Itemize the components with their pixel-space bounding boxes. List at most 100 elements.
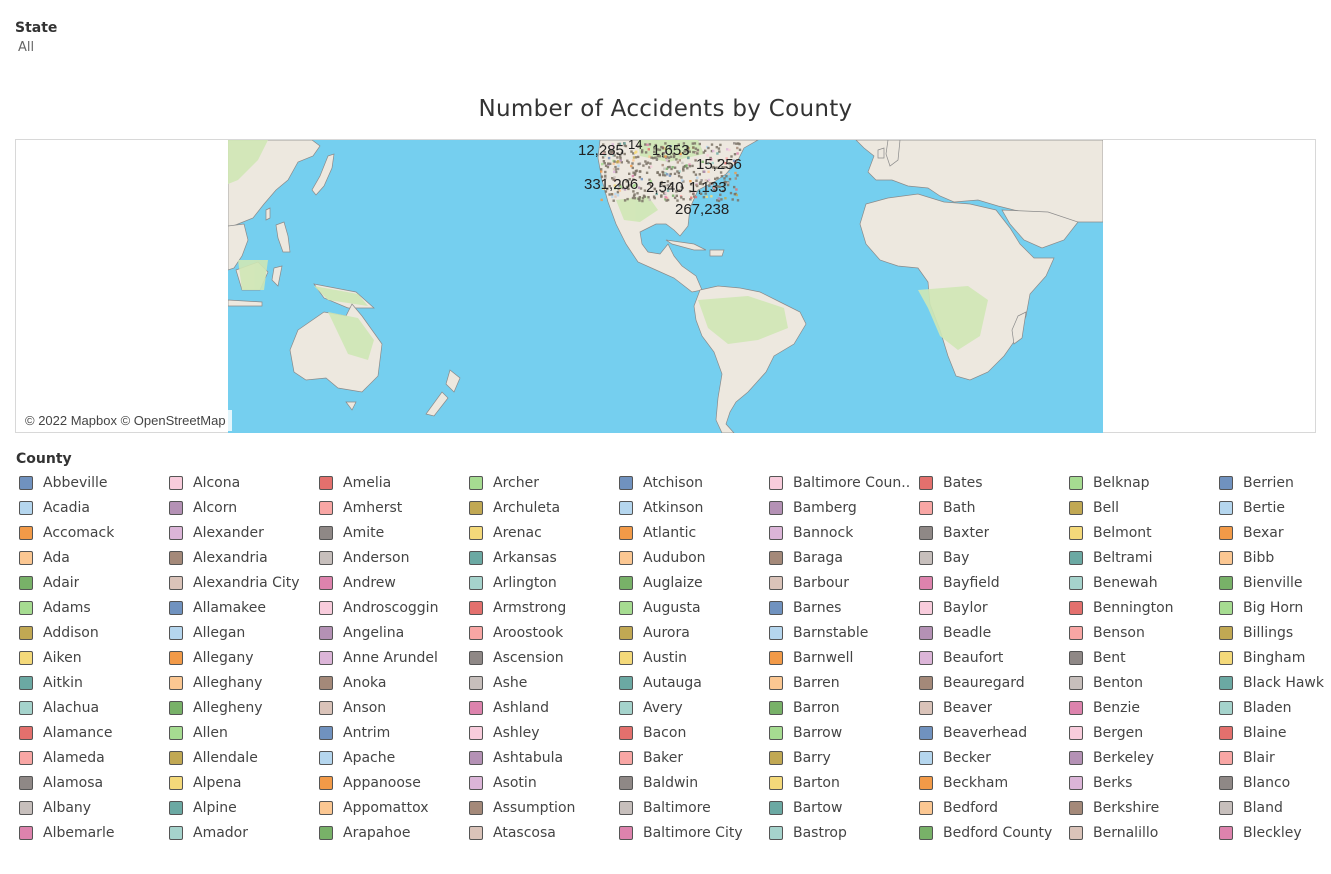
legend-item[interactable]: Adair <box>15 570 165 595</box>
legend-item[interactable]: Augusta <box>615 595 765 620</box>
legend-item[interactable]: Appanoose <box>315 770 465 795</box>
legend-item[interactable]: Beaverhead <box>915 720 1065 745</box>
legend-item[interactable]: Bienville <box>1215 570 1331 595</box>
legend-item[interactable]: Bennington <box>1065 595 1215 620</box>
legend-item[interactable]: Bacon <box>615 720 765 745</box>
legend-item[interactable]: Anoka <box>315 670 465 695</box>
legend-item[interactable]: Antrim <box>315 720 465 745</box>
legend-item[interactable]: Atlantic <box>615 520 765 545</box>
legend-item[interactable]: Amherst <box>315 495 465 520</box>
legend-item[interactable]: Alcorn <box>165 495 315 520</box>
state-filter-value[interactable]: All <box>18 40 35 55</box>
legend-item[interactable]: Alameda <box>15 745 165 770</box>
legend-item[interactable]: Beadle <box>915 620 1065 645</box>
legend-item[interactable]: Alcona <box>165 470 315 495</box>
legend-item[interactable]: Armstrong <box>465 595 615 620</box>
legend-item[interactable]: Allen <box>165 720 315 745</box>
legend-item[interactable]: Barry <box>765 745 915 770</box>
legend-item[interactable]: Accomack <box>15 520 165 545</box>
legend-item[interactable]: Ashtabula <box>465 745 615 770</box>
legend-item[interactable]: Beckham <box>915 770 1065 795</box>
legend-item[interactable]: Bedford <box>915 795 1065 820</box>
legend-item[interactable]: Bleckley <box>1215 820 1331 845</box>
legend-item[interactable]: Allegan <box>165 620 315 645</box>
legend-item[interactable]: Barnes <box>765 595 915 620</box>
legend-item[interactable]: Bath <box>915 495 1065 520</box>
legend-item[interactable]: Archuleta <box>465 495 615 520</box>
legend-item[interactable]: Allamakee <box>165 595 315 620</box>
legend-item[interactable]: Barren <box>765 670 915 695</box>
legend-item[interactable]: Arlington <box>465 570 615 595</box>
legend-item[interactable]: Aiken <box>15 645 165 670</box>
legend-item[interactable]: Alamance <box>15 720 165 745</box>
legend-item[interactable]: Amite <box>315 520 465 545</box>
legend-item[interactable]: Acadia <box>15 495 165 520</box>
legend-item[interactable]: Bell <box>1065 495 1215 520</box>
legend-item[interactable]: Appomattox <box>315 795 465 820</box>
legend-item[interactable]: Avery <box>615 695 765 720</box>
legend-item[interactable]: Audubon <box>615 545 765 570</box>
legend-item[interactable]: Benewah <box>1065 570 1215 595</box>
legend-item[interactable]: Baraga <box>765 545 915 570</box>
legend-item[interactable]: Auglaize <box>615 570 765 595</box>
legend-item[interactable]: Belknap <box>1065 470 1215 495</box>
legend-item[interactable]: Blaine <box>1215 720 1331 745</box>
legend-item[interactable]: Atchison <box>615 470 765 495</box>
legend-item[interactable]: Amador <box>165 820 315 845</box>
legend-item[interactable]: Allegany <box>165 645 315 670</box>
legend-item[interactable]: Alpena <box>165 770 315 795</box>
legend-item[interactable]: Arkansas <box>465 545 615 570</box>
legend-item[interactable]: Barron <box>765 695 915 720</box>
legend-item[interactable]: Bexar <box>1215 520 1331 545</box>
legend-item[interactable]: Beltrami <box>1065 545 1215 570</box>
legend-item[interactable]: Ada <box>15 545 165 570</box>
legend-item[interactable]: Bladen <box>1215 695 1331 720</box>
legend-item[interactable]: Beaufort <box>915 645 1065 670</box>
legend-item[interactable]: Bayfield <box>915 570 1065 595</box>
legend-item[interactable]: Berks <box>1065 770 1215 795</box>
legend-item[interactable]: Berkeley <box>1065 745 1215 770</box>
legend-item[interactable]: Alachua <box>15 695 165 720</box>
legend-item[interactable]: Big Horn <box>1215 595 1331 620</box>
legend-item[interactable]: Barbour <box>765 570 915 595</box>
legend-item[interactable]: Aurora <box>615 620 765 645</box>
legend-item[interactable]: Baker <box>615 745 765 770</box>
legend-item[interactable]: Baxter <box>915 520 1065 545</box>
legend-item[interactable]: Alpine <box>165 795 315 820</box>
legend-item[interactable]: Asotin <box>465 770 615 795</box>
legend-item[interactable]: Beaver <box>915 695 1065 720</box>
legend-item[interactable]: Albany <box>15 795 165 820</box>
legend-item[interactable]: Angelina <box>315 620 465 645</box>
legend-item[interactable]: Black Hawk <box>1215 670 1331 695</box>
legend-item[interactable]: Anderson <box>315 545 465 570</box>
legend-item[interactable]: Allendale <box>165 745 315 770</box>
map-svg[interactable]: 12,285 14 1,653 15,256 331,206 2,540 1,1… <box>228 140 1103 433</box>
legend-item[interactable]: Baltimore <box>615 795 765 820</box>
legend-item[interactable]: Aroostook <box>465 620 615 645</box>
legend-item[interactable]: Belmont <box>1065 520 1215 545</box>
legend-item[interactable]: Arenac <box>465 520 615 545</box>
legend-item[interactable]: Austin <box>615 645 765 670</box>
legend-item[interactable]: Alleghany <box>165 670 315 695</box>
legend-item[interactable]: Beauregard <box>915 670 1065 695</box>
legend-item[interactable]: Abbeville <box>15 470 165 495</box>
legend-item[interactable]: Bates <box>915 470 1065 495</box>
legend-item[interactable]: Bartow <box>765 795 915 820</box>
legend-item[interactable]: Bay <box>915 545 1065 570</box>
legend-item[interactable]: Barnwell <box>765 645 915 670</box>
legend-item[interactable]: Alamosa <box>15 770 165 795</box>
legend-item[interactable]: Alexandria <box>165 545 315 570</box>
legend-item[interactable]: Autauga <box>615 670 765 695</box>
legend-item[interactable]: Baylor <box>915 595 1065 620</box>
legend-item[interactable]: Bland <box>1215 795 1331 820</box>
legend-item[interactable]: Anne Arundel <box>315 645 465 670</box>
legend-item[interactable]: Androscoggin <box>315 595 465 620</box>
legend-item[interactable]: Barton <box>765 770 915 795</box>
legend-item[interactable]: Baldwin <box>615 770 765 795</box>
legend-item[interactable]: Aitkin <box>15 670 165 695</box>
legend-item[interactable]: Alexandria City <box>165 570 315 595</box>
legend-item[interactable]: Bannock <box>765 520 915 545</box>
legend-item[interactable]: Billings <box>1215 620 1331 645</box>
legend-item[interactable]: Archer <box>465 470 615 495</box>
legend-item[interactable]: Blair <box>1215 745 1331 770</box>
